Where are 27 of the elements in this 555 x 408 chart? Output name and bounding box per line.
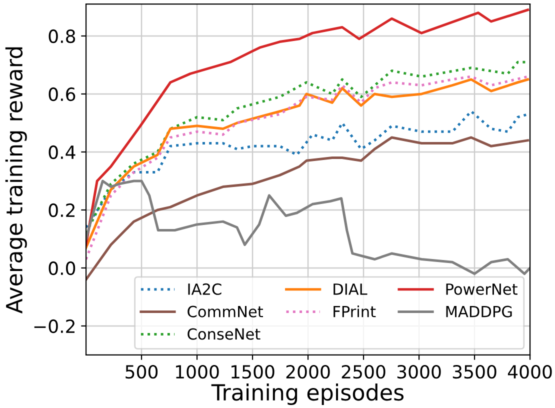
y-axis-title: Average training reward — [5, 47, 27, 314]
y-tick-label: 0.4 — [48, 145, 76, 160]
legend-label: DIAL — [334, 284, 368, 295]
x-tick-label: 3000 — [397, 365, 441, 379]
x-tick-label: 4000 — [508, 365, 552, 379]
x-tick-label: 2000 — [286, 365, 330, 379]
y-tick-label: −0.2 — [34, 319, 74, 334]
legend-label: PowerNet — [446, 284, 518, 295]
x-axis-title: Training episodes — [211, 384, 404, 406]
y-tick-label: 0.0 — [48, 261, 76, 276]
x-tick-label: 1000 — [176, 365, 219, 379]
legend-label: ConseNet — [188, 328, 260, 340]
x-tick-label: 3500 — [452, 365, 496, 379]
legend-label: IA2C — [188, 283, 222, 295]
y-tick-label: 0.2 — [48, 203, 74, 218]
x-tick-label: 1500 — [232, 365, 274, 379]
legend-label: MADDPG — [446, 306, 512, 318]
y-tick-label: 0.8 — [48, 29, 76, 44]
y-tick-label: 0.6 — [48, 87, 76, 102]
line-series — [86, 180, 530, 276]
legend-label: CommNet — [188, 306, 264, 318]
line-series — [86, 110, 530, 229]
x-tick-label: 2500 — [342, 365, 386, 379]
legend-label: FPrint — [334, 306, 376, 318]
x-tick-label: 500 — [126, 365, 158, 379]
line-series — [86, 136, 530, 281]
line-series — [86, 8, 530, 246]
